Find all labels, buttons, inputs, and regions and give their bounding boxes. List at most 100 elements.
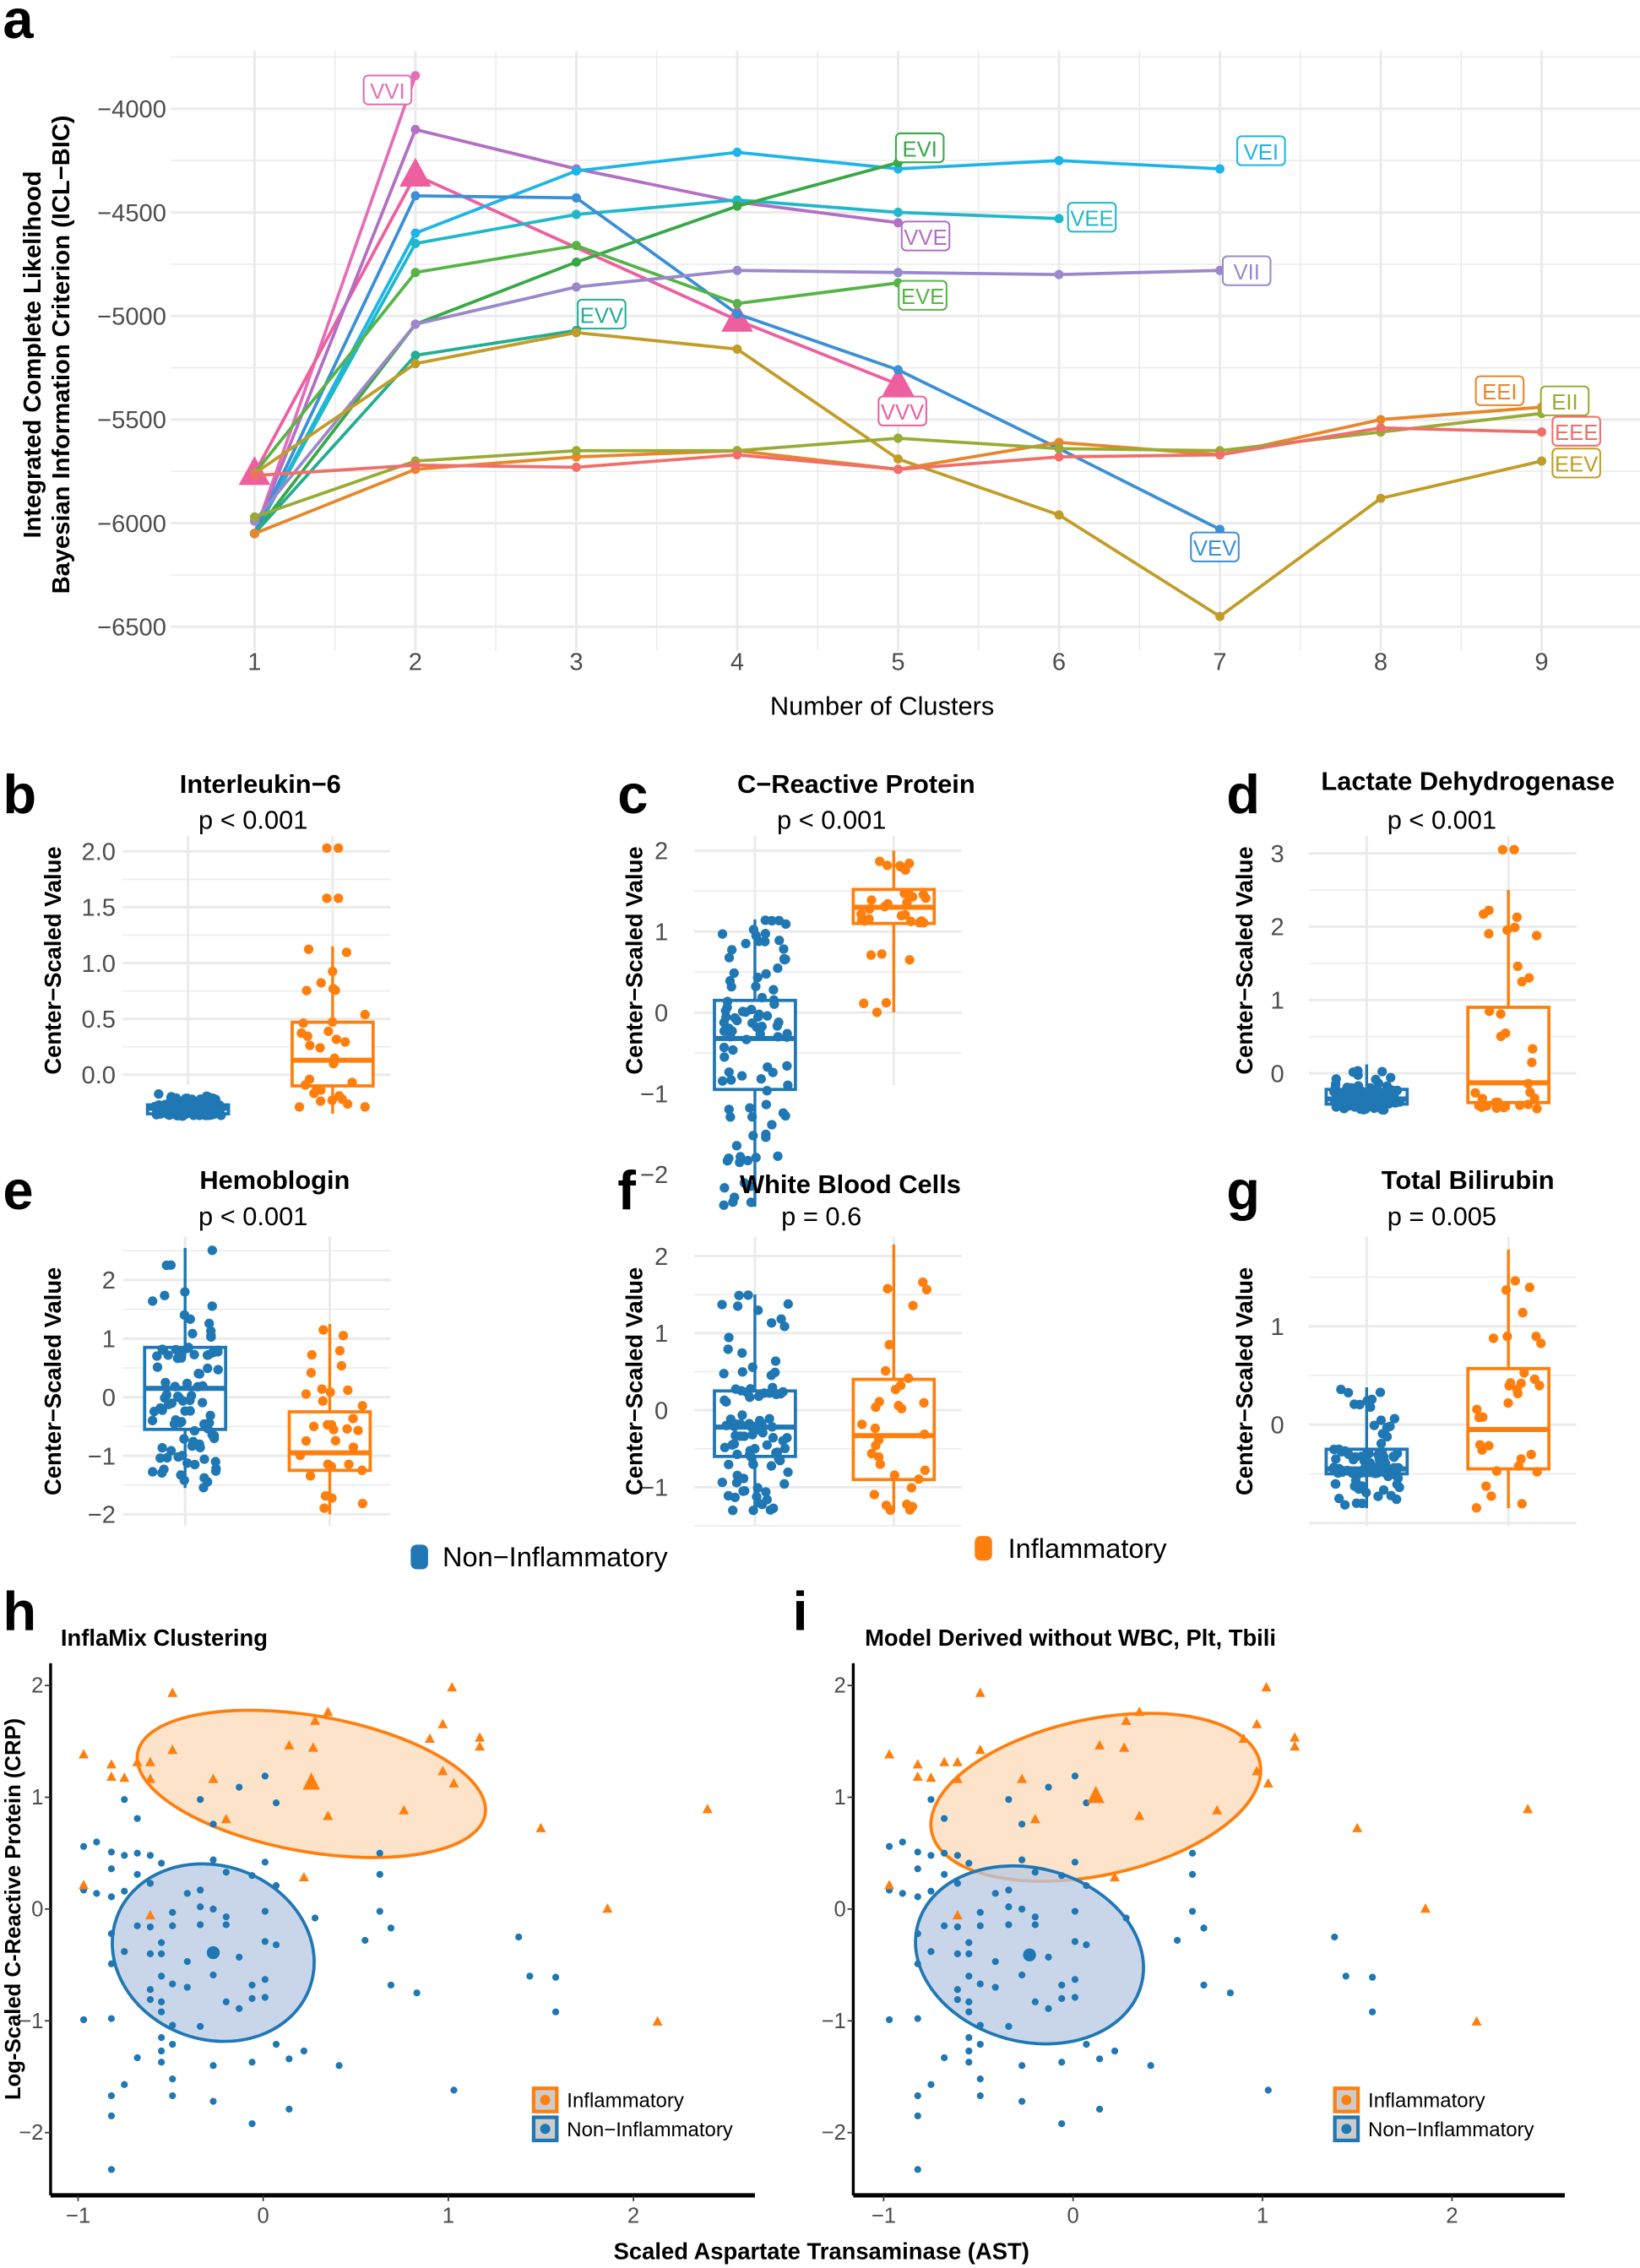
data-point-non-inflammatory xyxy=(1226,1989,1235,1997)
data-point xyxy=(318,1396,328,1406)
data-point xyxy=(295,1450,306,1461)
data-point xyxy=(164,1110,175,1120)
data-point xyxy=(893,365,903,375)
panel-d: Lactate Dehydrogenase p < 0.001 0 1 2 3 Center… xyxy=(1231,766,1615,1115)
data-point xyxy=(199,1454,209,1464)
data-point-non-inflammatory xyxy=(197,1903,204,1911)
data-point-non-inflammatory xyxy=(1369,1973,1377,1981)
series-VVE: VVE xyxy=(249,124,951,539)
data-point-non-inflammatory xyxy=(272,2040,280,2048)
series-EEV: EEV xyxy=(249,328,1601,621)
data-point-inflammatory xyxy=(298,1871,309,1882)
x-tick-label: 5 xyxy=(891,648,904,676)
y-tick-label: −5500 xyxy=(97,407,166,434)
data-point xyxy=(1382,1422,1393,1433)
data-point-non-inflammatory xyxy=(209,2097,217,2105)
data-point xyxy=(726,981,736,992)
data-point-non-inflammatory xyxy=(1331,1933,1339,1941)
legend-key-non-inflammatory xyxy=(410,1544,428,1570)
data-point xyxy=(304,1074,315,1084)
data-point xyxy=(896,1403,907,1413)
data-point-non-inflammatory xyxy=(158,1998,166,2005)
centroid-inflammatory xyxy=(302,1772,320,1790)
data-point-non-inflammatory xyxy=(261,1858,269,1866)
data-point xyxy=(747,1430,758,1440)
data-point xyxy=(1378,1485,1389,1495)
data-point-non-inflammatory xyxy=(107,1848,116,1856)
data-point-inflammatory xyxy=(1263,1777,1273,1788)
data-point xyxy=(204,1318,215,1329)
data-point xyxy=(1353,1066,1363,1076)
box-inflammatory xyxy=(851,850,937,1017)
data-point-non-inflammatory xyxy=(261,1772,269,1780)
data-point-inflammatory xyxy=(475,1732,486,1742)
data-point-non-inflammatory xyxy=(965,1950,973,1957)
data-point xyxy=(779,1443,790,1454)
data-point-non-inflammatory xyxy=(991,1890,999,1897)
data-point xyxy=(774,936,785,946)
data-point xyxy=(741,1007,751,1017)
data-point xyxy=(571,282,581,292)
box-non-inflammatory xyxy=(713,915,797,1210)
data-point-non-inflammatory xyxy=(285,2105,293,2113)
data-point-non-inflammatory xyxy=(1045,1953,1052,1961)
data-point xyxy=(783,1467,793,1478)
data-point xyxy=(169,1419,180,1429)
data-point-non-inflammatory xyxy=(1071,1976,1079,1983)
data-point xyxy=(1328,1464,1339,1475)
data-point xyxy=(1376,423,1386,433)
y-tick-label: 1 xyxy=(1271,988,1284,1015)
data-point xyxy=(904,888,914,899)
data-point-non-inflammatory xyxy=(965,2059,973,2066)
data-point xyxy=(726,945,737,955)
data-point xyxy=(410,124,421,134)
data-point-non-inflammatory xyxy=(927,1948,935,1956)
data-point xyxy=(732,1449,742,1460)
data-point-triangle xyxy=(882,366,915,396)
data-point xyxy=(199,1473,209,1483)
data-point xyxy=(893,464,903,475)
y-tick-label: −5000 xyxy=(97,304,166,331)
data-point-inflammatory xyxy=(208,1773,219,1783)
data-point xyxy=(1531,931,1542,941)
data-point xyxy=(171,1093,182,1104)
data-point-non-inflammatory xyxy=(1173,1936,1181,1945)
data-point xyxy=(410,350,421,361)
data-point xyxy=(1481,1481,1491,1491)
data-point-non-inflammatory xyxy=(1095,2055,1104,2063)
data-point-inflammatory xyxy=(1029,1814,1040,1824)
data-point xyxy=(779,944,789,954)
data-point xyxy=(1357,1481,1367,1491)
data-point xyxy=(1518,1307,1528,1318)
data-point xyxy=(729,968,739,979)
data-point-non-inflammatory xyxy=(121,1796,128,1804)
data-point-non-inflammatory xyxy=(158,2008,166,2016)
data-point-non-inflammatory xyxy=(953,1986,961,1994)
data-point xyxy=(732,201,742,211)
data-point xyxy=(724,1023,734,1034)
y-tick-label: 1 xyxy=(31,1786,43,1810)
data-point-inflammatory xyxy=(167,1744,178,1755)
series-label: EVI xyxy=(902,138,937,161)
data-point-inflammatory xyxy=(1420,1903,1431,1913)
data-point xyxy=(1362,1096,1372,1106)
legend-label: Inflammatory xyxy=(567,2090,684,2113)
data-point-inflammatory xyxy=(323,1706,334,1717)
data-point-non-inflammatory xyxy=(965,2047,973,2055)
outlier-point xyxy=(1497,844,1507,855)
data-point xyxy=(571,446,581,456)
data-point xyxy=(880,902,890,912)
data-point-non-inflammatory xyxy=(941,1870,948,1878)
legend-label: Inflammatory xyxy=(1368,2090,1485,2113)
series-line-VVI xyxy=(253,74,417,534)
data-point-non-inflammatory xyxy=(1018,1971,1026,1979)
data-point xyxy=(1484,929,1494,939)
data-point-inflammatory xyxy=(437,1766,448,1776)
data-point-non-inflammatory xyxy=(1083,2040,1090,2048)
data-point xyxy=(410,228,421,238)
data-point-inflammatory xyxy=(1134,1706,1145,1717)
data-point xyxy=(732,265,742,275)
data-point xyxy=(1377,1066,1387,1077)
data-point-non-inflammatory xyxy=(158,2047,166,2055)
data-point xyxy=(1516,1378,1526,1388)
